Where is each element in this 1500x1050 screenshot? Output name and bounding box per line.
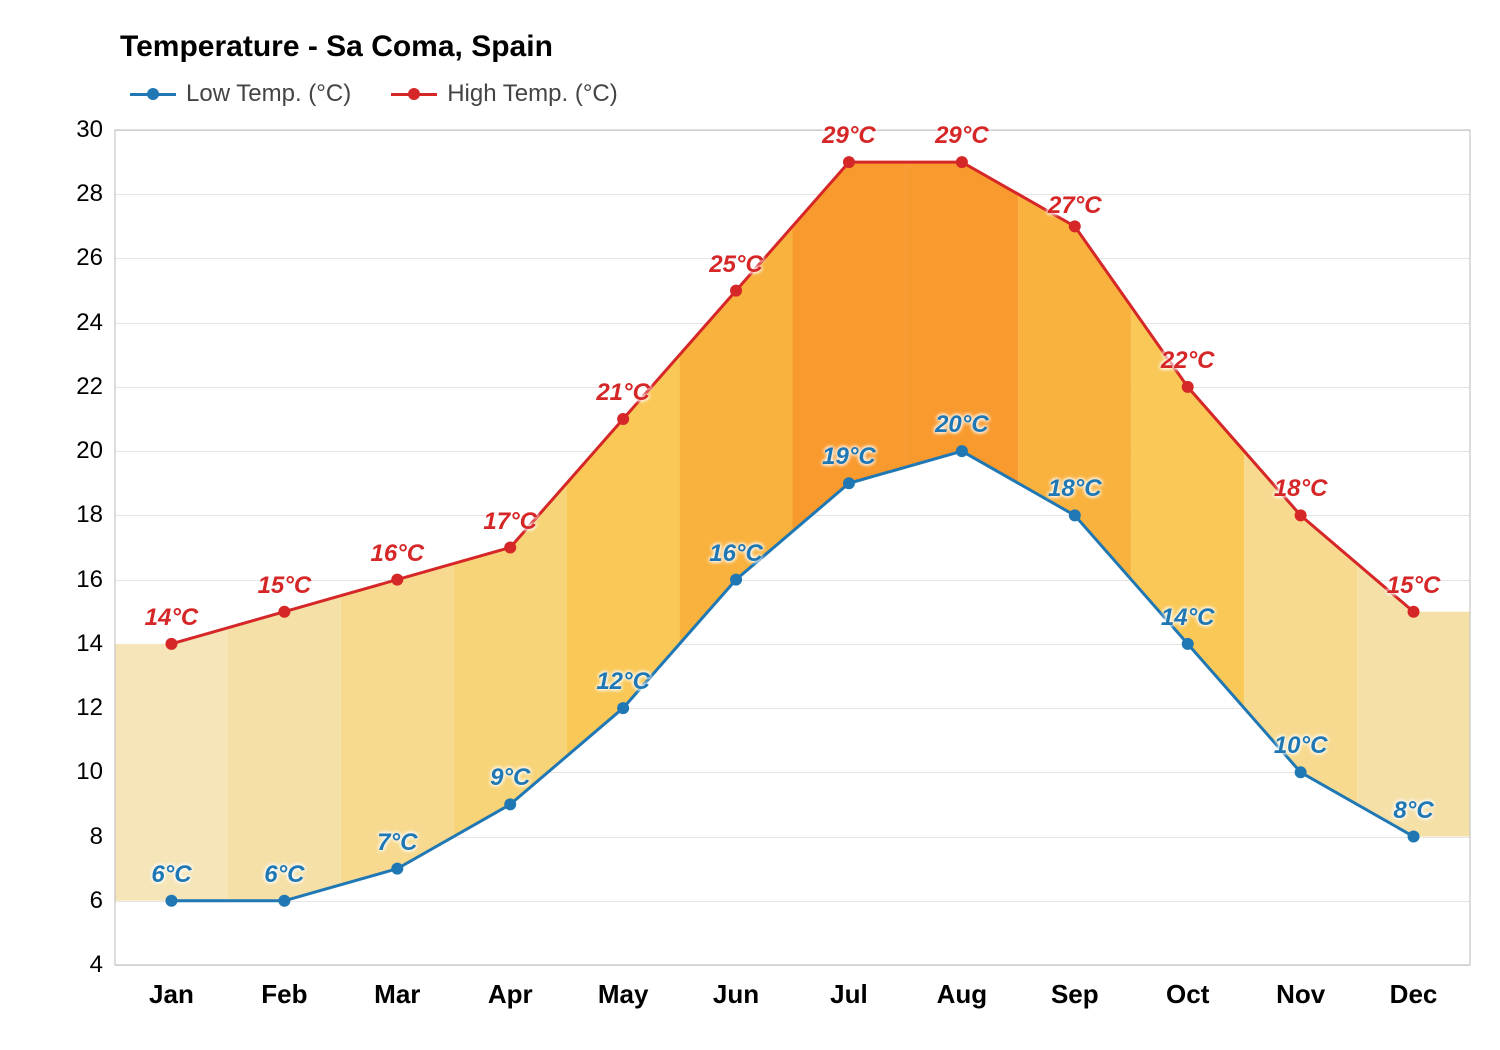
y-tick-label: 8 <box>63 823 103 851</box>
x-tick-label: Apr <box>488 979 533 1010</box>
y-tick-label: 12 <box>63 694 103 722</box>
series-marker <box>391 863 403 875</box>
series-marker <box>278 606 290 618</box>
high-temp-label: 17°C <box>483 508 537 536</box>
series-marker <box>956 445 968 457</box>
series-marker <box>504 798 516 810</box>
low-temp-label: 9°C <box>490 764 530 792</box>
x-tick-label: Jan <box>149 979 194 1010</box>
chart-svg <box>115 130 1470 965</box>
series-marker <box>165 638 177 650</box>
low-temp-label: 6°C <box>151 861 191 889</box>
high-temp-label: 16°C <box>370 540 424 568</box>
series-marker <box>1408 606 1420 618</box>
x-tick-label: Jul <box>830 979 868 1010</box>
y-tick-label: 18 <box>63 501 103 529</box>
legend-label-high: High Temp. (°C) <box>447 80 618 108</box>
high-temp-label: 15°C <box>258 572 312 600</box>
series-marker <box>1069 220 1081 232</box>
chart-legend: Low Temp. (°C) High Temp. (°C) <box>130 80 618 108</box>
legend-label-low: Low Temp. (°C) <box>186 80 351 108</box>
x-tick-label: Feb <box>261 979 307 1010</box>
series-marker <box>1182 381 1194 393</box>
series-marker <box>617 702 629 714</box>
x-tick-label: Mar <box>374 979 420 1010</box>
y-tick-label: 4 <box>63 951 103 979</box>
x-tick-label: Dec <box>1390 979 1438 1010</box>
y-tick-label: 24 <box>63 309 103 337</box>
series-marker <box>843 477 855 489</box>
low-temp-label: 7°C <box>377 829 417 857</box>
high-temp-label: 29°C <box>822 122 876 150</box>
low-temp-label: 8°C <box>1393 797 1433 825</box>
series-marker <box>1295 509 1307 521</box>
x-tick-label: Nov <box>1276 979 1325 1010</box>
temperature-band <box>793 162 906 531</box>
temperature-chart: Temperature - Sa Coma, Spain Low Temp. (… <box>0 0 1500 1050</box>
high-temp-label: 22°C <box>1161 347 1215 375</box>
low-temp-label: 18°C <box>1048 475 1102 503</box>
series-marker <box>391 574 403 586</box>
high-temp-label: 29°C <box>935 122 989 150</box>
y-tick-label: 22 <box>63 373 103 401</box>
y-tick-label: 6 <box>63 887 103 915</box>
temperature-band <box>228 596 341 901</box>
legend-item-high: High Temp. (°C) <box>391 80 618 108</box>
x-tick-label: May <box>598 979 649 1010</box>
low-temp-label: 14°C <box>1161 604 1215 632</box>
legend-swatch-high <box>391 93 437 96</box>
x-tick-label: Oct <box>1166 979 1209 1010</box>
series-marker <box>730 285 742 297</box>
high-temp-label: 14°C <box>145 604 199 632</box>
x-tick-label: Aug <box>937 979 988 1010</box>
series-marker <box>504 542 516 554</box>
series-marker <box>843 156 855 168</box>
low-temp-label: 16°C <box>709 540 763 568</box>
y-tick-label: 28 <box>63 180 103 208</box>
y-tick-label: 26 <box>63 244 103 272</box>
high-temp-label: 25°C <box>709 251 763 279</box>
low-temp-label: 12°C <box>596 668 650 696</box>
series-marker <box>1182 638 1194 650</box>
low-temp-label: 6°C <box>264 861 304 889</box>
series-marker <box>1295 766 1307 778</box>
legend-swatch-low <box>130 93 176 96</box>
series-marker <box>165 895 177 907</box>
series-marker <box>730 574 742 586</box>
temperature-band <box>1018 194 1131 579</box>
y-tick-label: 16 <box>63 566 103 594</box>
series-marker <box>956 156 968 168</box>
series-marker <box>278 895 290 907</box>
plot-area: 4681012141618202224262830JanFebMarAprMay… <box>115 130 1470 965</box>
low-temp-label: 19°C <box>822 443 876 471</box>
series-marker <box>1408 831 1420 843</box>
x-tick-label: Jun <box>713 979 759 1010</box>
x-tick-label: Sep <box>1051 979 1099 1010</box>
low-temp-label: 10°C <box>1274 732 1328 760</box>
chart-title: Temperature - Sa Coma, Spain <box>120 30 553 64</box>
high-temp-label: 15°C <box>1387 572 1441 600</box>
high-temp-label: 27°C <box>1048 192 1102 220</box>
y-tick-label: 10 <box>63 758 103 786</box>
high-temp-label: 18°C <box>1274 475 1328 503</box>
high-temp-label: 21°C <box>596 379 650 407</box>
series-marker <box>617 413 629 425</box>
y-tick-label: 14 <box>63 630 103 658</box>
legend-item-low: Low Temp. (°C) <box>130 80 351 108</box>
low-temp-label: 20°C <box>935 411 989 439</box>
y-tick-label: 30 <box>63 116 103 144</box>
series-marker <box>1069 509 1081 521</box>
y-tick-label: 20 <box>63 437 103 465</box>
